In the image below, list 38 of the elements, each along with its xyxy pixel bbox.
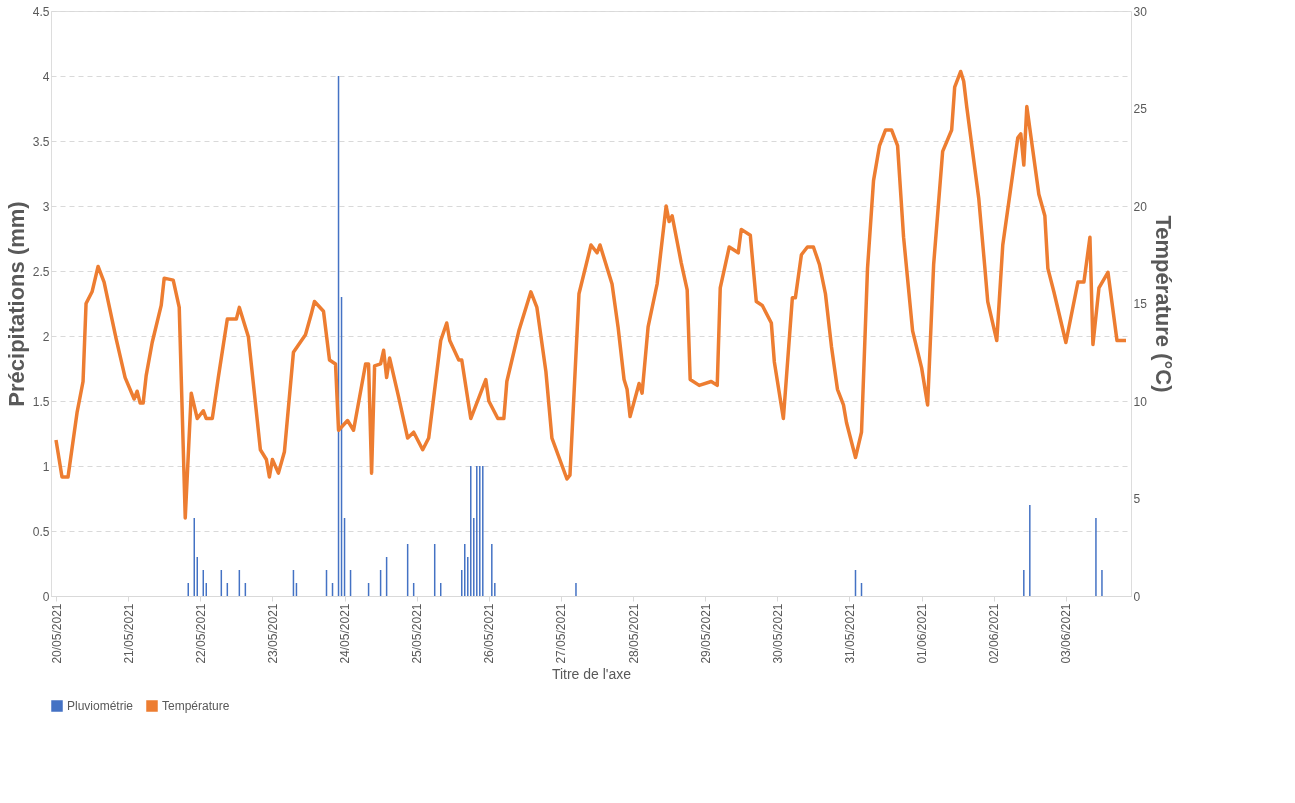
y2-tick-label: 0 xyxy=(1133,589,1141,604)
y2-tick-label: 15 xyxy=(1133,297,1148,311)
y-tick-label: 3.5 xyxy=(32,134,50,149)
y-tick-label: 2.5 xyxy=(32,264,50,279)
x-tick-label: 22/05/2021 xyxy=(193,603,208,664)
y2-tick-label: 30 xyxy=(1133,4,1148,19)
x-tick-label: 27/05/2021 xyxy=(554,603,569,664)
x-tick-label: 03/06/2021 xyxy=(1059,603,1074,664)
y2-tick-label: 10 xyxy=(1133,394,1148,409)
y-tick-label: 4 xyxy=(42,69,50,84)
y2-tick-label: 25 xyxy=(1133,102,1148,116)
x-tick-label: 29/05/2021 xyxy=(698,603,713,664)
y2-axis-title: Température (°C) xyxy=(1150,215,1176,393)
x-tick-label: 20/05/2021 xyxy=(49,603,64,664)
line-series xyxy=(54,69,1128,520)
x-tick-label: 30/05/2021 xyxy=(770,603,785,664)
x-tick-label: 25/05/2021 xyxy=(410,603,425,664)
y-tick-label: 1 xyxy=(42,459,50,474)
y-tick-label: 3 xyxy=(42,199,50,214)
y-tick-label: 2 xyxy=(42,329,50,344)
x-tick-label: 26/05/2021 xyxy=(482,603,497,664)
x-tick-label: 21/05/2021 xyxy=(121,603,136,664)
y-tick-label: 4.5 xyxy=(32,4,50,19)
y-tick-label: 0.5 xyxy=(32,524,50,539)
x-tick-label: 31/05/2021 xyxy=(842,603,857,664)
x-tick-label: 01/06/2021 xyxy=(915,603,930,664)
x-tick-label: 28/05/2021 xyxy=(626,603,641,664)
legend-label: Pluviométrie xyxy=(67,699,134,713)
y-axis-title: Précipitations (mm) xyxy=(3,201,29,407)
x-tick-label: 23/05/2021 xyxy=(265,603,280,664)
y2-tick-label: 20 xyxy=(1133,199,1148,214)
x-tick-label: 24/05/2021 xyxy=(338,603,353,664)
legend-label: Température xyxy=(162,699,230,713)
x-axis-title: Titre de l'axe xyxy=(551,665,632,682)
y-tick-label: 1.5 xyxy=(32,394,50,409)
x-tick-label: 02/06/2021 xyxy=(987,603,1002,664)
y-tick-label: 0 xyxy=(42,589,50,604)
y2-tick-label: 5 xyxy=(1133,492,1141,506)
